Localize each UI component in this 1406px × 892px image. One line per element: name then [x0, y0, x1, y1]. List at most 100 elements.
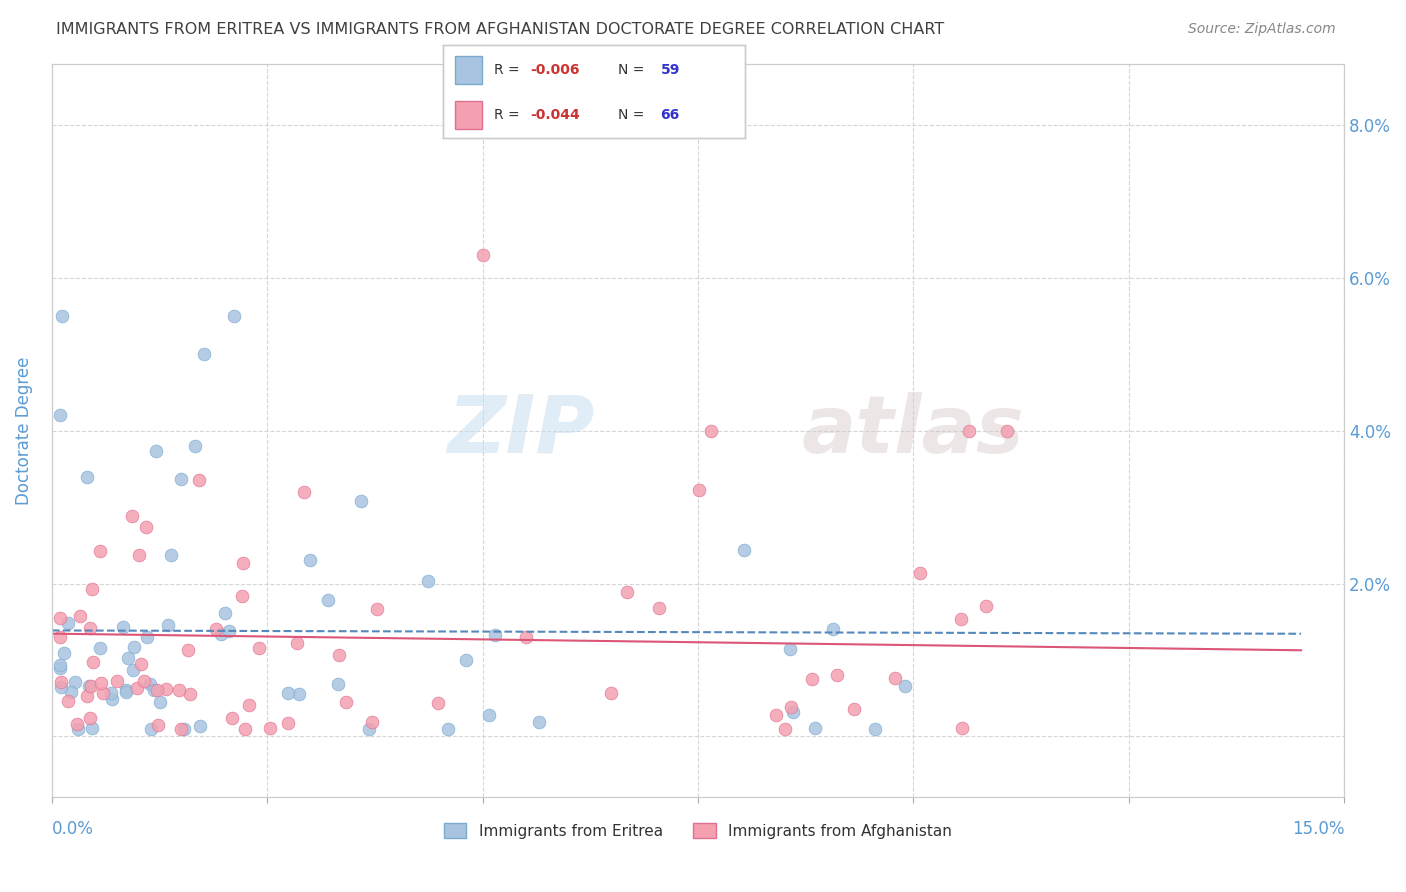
Point: [56, 694, 79, 708]
Point: [823, 622, 845, 636]
Point: [616, 585, 638, 599]
Point: [221, 711, 243, 725]
Point: [231, 556, 253, 570]
Point: [100, 685, 122, 699]
Point: [765, 708, 787, 723]
Point: [170, 722, 193, 736]
Point: [842, 702, 865, 716]
Point: [49, 611, 72, 625]
Text: atlas: atlas: [801, 392, 1024, 470]
Point: [89, 544, 111, 558]
Text: 66: 66: [661, 108, 679, 122]
Point: [67, 722, 90, 736]
Point: [780, 700, 803, 714]
Point: [135, 630, 157, 644]
Point: [183, 439, 205, 453]
Point: [115, 685, 138, 699]
Point: [105, 674, 128, 689]
Point: [77, 679, 100, 693]
Point: [214, 606, 236, 620]
Text: R =: R =: [495, 63, 524, 77]
Point: [238, 698, 260, 713]
Point: [80, 721, 103, 735]
Point: [63, 675, 86, 690]
Point: [129, 657, 152, 672]
Point: [231, 590, 253, 604]
Point: [90, 676, 112, 690]
Point: [167, 682, 190, 697]
Text: 15.0%: 15.0%: [1292, 821, 1344, 838]
Point: [51, 309, 73, 323]
Point: [82, 655, 104, 669]
Point: [53, 646, 76, 660]
Point: [600, 686, 623, 700]
Point: [733, 543, 755, 558]
Point: [146, 683, 169, 698]
Point: [139, 677, 162, 691]
Text: N =: N =: [619, 63, 650, 77]
Point: [908, 566, 931, 580]
Point: [49, 409, 72, 423]
FancyBboxPatch shape: [456, 56, 482, 84]
Text: R =: R =: [495, 108, 524, 122]
Point: [299, 553, 322, 567]
Point: [316, 592, 339, 607]
Point: [76, 470, 98, 484]
Point: [115, 683, 138, 698]
Legend: Immigrants from Eritrea, Immigrants from Afghanistan: Immigrants from Eritrea, Immigrants from…: [437, 816, 959, 845]
Point: [135, 520, 157, 534]
Point: [125, 681, 148, 695]
Point: [173, 722, 195, 736]
Point: [79, 621, 101, 635]
Point: [801, 672, 824, 686]
Point: [188, 719, 211, 733]
Point: [69, 608, 91, 623]
Point: [957, 424, 980, 438]
Point: [782, 705, 804, 719]
Point: [76, 690, 98, 704]
Point: [155, 681, 177, 696]
Point: [121, 663, 143, 677]
Point: [825, 667, 848, 681]
Point: [285, 636, 308, 650]
Point: [56, 615, 79, 630]
Point: [350, 494, 373, 508]
FancyBboxPatch shape: [456, 101, 482, 129]
Point: [416, 574, 439, 589]
Text: 59: 59: [661, 63, 681, 77]
Point: [132, 673, 155, 688]
Point: [247, 641, 270, 656]
Point: [49, 674, 72, 689]
Point: [148, 718, 170, 732]
Point: [49, 661, 72, 675]
Point: [121, 509, 143, 524]
Point: [80, 680, 103, 694]
Point: [209, 627, 232, 641]
Point: [950, 612, 973, 626]
Point: [179, 687, 201, 701]
Point: [142, 682, 165, 697]
Point: [863, 722, 886, 736]
Point: [177, 643, 200, 657]
Text: ZIP: ZIP: [447, 392, 595, 470]
Point: [204, 623, 226, 637]
Point: [79, 711, 101, 725]
Point: [187, 473, 209, 487]
Point: [884, 671, 907, 685]
Text: Source: ZipAtlas.com: Source: ZipAtlas.com: [1188, 22, 1336, 37]
Point: [82, 582, 104, 596]
Point: [89, 641, 111, 656]
Point: [779, 641, 801, 656]
Point: [335, 695, 357, 709]
Text: 0.0%: 0.0%: [52, 821, 94, 838]
Point: [51, 680, 73, 694]
Point: [288, 687, 311, 701]
Y-axis label: Doctorate Degree: Doctorate Degree: [15, 357, 32, 505]
Point: [366, 602, 388, 616]
Point: [145, 444, 167, 458]
Point: [515, 630, 537, 644]
Text: IMMIGRANTS FROM ERITREA VS IMMIGRANTS FROM AFGHANISTAN DOCTORATE DEGREE CORRELAT: IMMIGRANTS FROM ERITREA VS IMMIGRANTS FR…: [56, 22, 945, 37]
Point: [277, 686, 299, 700]
Point: [93, 686, 115, 700]
Point: [112, 620, 135, 634]
